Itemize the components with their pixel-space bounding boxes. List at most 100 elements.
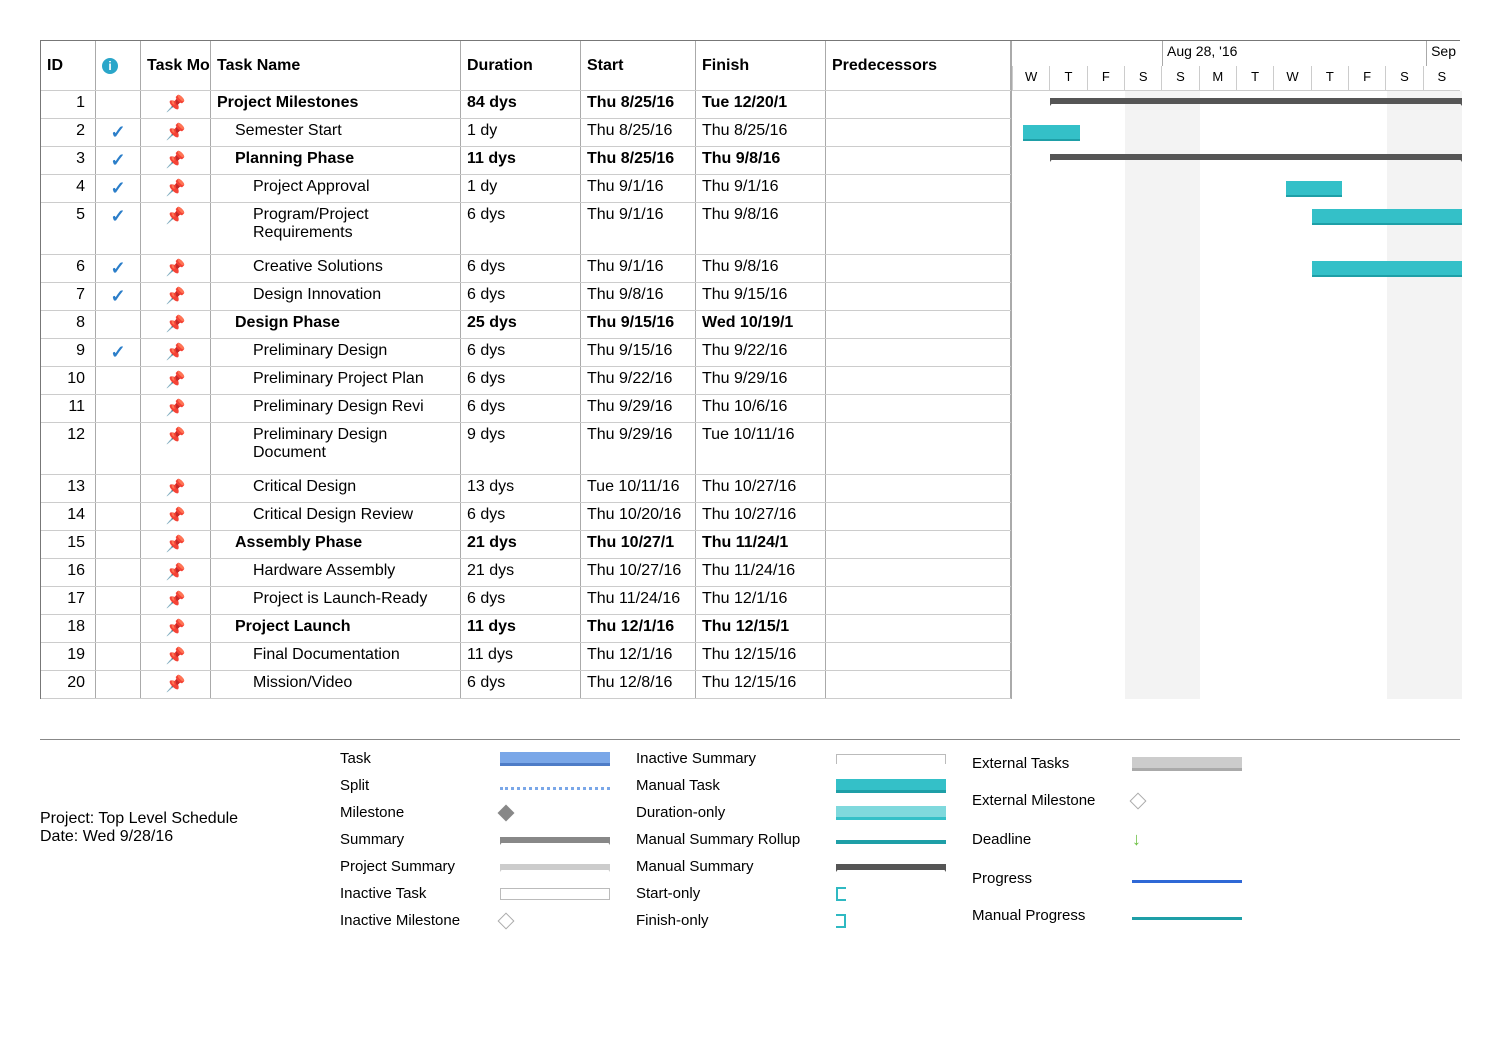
table-row[interactable]: 3✓📌Planning Phase11 dysThu 8/25/16Thu 9/… xyxy=(41,147,1011,175)
cell-task-name[interactable]: Project is Launch-Ready xyxy=(211,587,461,614)
cell-duration[interactable]: 6 dys xyxy=(461,671,581,698)
cell-predecessors[interactable] xyxy=(826,255,1011,282)
cell-finish[interactable]: Thu 9/8/16 xyxy=(696,147,826,174)
table-row[interactable]: 10📌Preliminary Project Plan6 dysThu 9/22… xyxy=(41,367,1011,395)
col-indicator[interactable]: i xyxy=(96,41,141,90)
cell-duration[interactable]: 6 dys xyxy=(461,503,581,530)
table-row[interactable]: 19📌Final Documentation11 dysThu 12/1/16T… xyxy=(41,643,1011,671)
cell-duration[interactable]: 6 dys xyxy=(461,203,581,254)
cell-finish[interactable]: Thu 11/24/1 xyxy=(696,531,826,558)
cell-start[interactable]: Thu 9/8/16 xyxy=(581,283,696,310)
cell-start[interactable]: Thu 8/25/16 xyxy=(581,119,696,146)
cell-task-name[interactable]: Creative Solutions xyxy=(211,255,461,282)
cell-finish[interactable]: Tue 12/20/1 xyxy=(696,91,826,118)
cell-finish[interactable]: Thu 9/22/16 xyxy=(696,339,826,366)
cell-predecessors[interactable] xyxy=(826,503,1011,530)
table-row[interactable]: 18📌Project Launch11 dysThu 12/1/16Thu 12… xyxy=(41,615,1011,643)
cell-start[interactable]: Thu 9/29/16 xyxy=(581,395,696,422)
cell-start[interactable]: Thu 9/1/16 xyxy=(581,255,696,282)
cell-duration[interactable]: 11 dys xyxy=(461,615,581,642)
cell-task-name[interactable]: Preliminary Project Plan xyxy=(211,367,461,394)
col-duration[interactable]: Duration xyxy=(461,41,581,90)
cell-start[interactable]: Thu 9/1/16 xyxy=(581,175,696,202)
table-row[interactable]: 16📌Hardware Assembly21 dysThu 10/27/16Th… xyxy=(41,559,1011,587)
cell-predecessors[interactable] xyxy=(826,175,1011,202)
cell-predecessors[interactable] xyxy=(826,531,1011,558)
cell-task-name[interactable]: Critical Design xyxy=(211,475,461,502)
cell-start[interactable]: Thu 10/27/16 xyxy=(581,559,696,586)
cell-start[interactable]: Thu 9/29/16 xyxy=(581,423,696,474)
gantt-task-bar[interactable] xyxy=(1312,261,1462,277)
cell-predecessors[interactable] xyxy=(826,311,1011,338)
cell-start[interactable]: Thu 11/24/16 xyxy=(581,587,696,614)
col-predecessors[interactable]: Predecessors xyxy=(826,41,1011,90)
cell-duration[interactable]: 21 dys xyxy=(461,559,581,586)
cell-duration[interactable]: 6 dys xyxy=(461,395,581,422)
cell-finish[interactable]: Thu 9/15/16 xyxy=(696,283,826,310)
cell-predecessors[interactable] xyxy=(826,559,1011,586)
cell-finish[interactable]: Thu 9/8/16 xyxy=(696,203,826,254)
cell-duration[interactable]: 84 dys xyxy=(461,91,581,118)
cell-predecessors[interactable] xyxy=(826,423,1011,474)
cell-task-name[interactable]: Hardware Assembly xyxy=(211,559,461,586)
cell-predecessors[interactable] xyxy=(826,91,1011,118)
col-task-name[interactable]: Task Name xyxy=(211,41,461,90)
cell-duration[interactable]: 11 dys xyxy=(461,147,581,174)
cell-finish[interactable]: Thu 12/15/16 xyxy=(696,671,826,698)
cell-predecessors[interactable] xyxy=(826,339,1011,366)
cell-duration[interactable]: 11 dys xyxy=(461,643,581,670)
cell-task-name[interactable]: Planning Phase xyxy=(211,147,461,174)
cell-predecessors[interactable] xyxy=(826,587,1011,614)
cell-finish[interactable]: Thu 9/8/16 xyxy=(696,255,826,282)
cell-finish[interactable]: Thu 9/1/16 xyxy=(696,175,826,202)
cell-task-name[interactable]: Critical Design Review xyxy=(211,503,461,530)
cell-duration[interactable]: 25 dys xyxy=(461,311,581,338)
col-start[interactable]: Start xyxy=(581,41,696,90)
cell-start[interactable]: Thu 10/20/16 xyxy=(581,503,696,530)
cell-predecessors[interactable] xyxy=(826,147,1011,174)
cell-task-name[interactable]: Design Phase xyxy=(211,311,461,338)
gantt-summary-bar[interactable] xyxy=(1050,98,1463,104)
cell-task-name[interactable]: Preliminary Design Revi xyxy=(211,395,461,422)
cell-start[interactable]: Thu 9/22/16 xyxy=(581,367,696,394)
cell-start[interactable]: Thu 12/1/16 xyxy=(581,643,696,670)
cell-predecessors[interactable] xyxy=(826,671,1011,698)
table-row[interactable]: 8📌Design Phase25 dysThu 9/15/16Wed 10/19… xyxy=(41,311,1011,339)
cell-finish[interactable]: Thu 12/1/16 xyxy=(696,587,826,614)
cell-predecessors[interactable] xyxy=(826,643,1011,670)
cell-finish[interactable]: Thu 11/24/16 xyxy=(696,559,826,586)
cell-task-name[interactable]: Project Milestones xyxy=(211,91,461,118)
cell-start[interactable]: Thu 12/8/16 xyxy=(581,671,696,698)
table-row[interactable]: 6✓📌Creative Solutions6 dysThu 9/1/16Thu … xyxy=(41,255,1011,283)
cell-start[interactable]: Tue 10/11/16 xyxy=(581,475,696,502)
table-row[interactable]: 9✓📌Preliminary Design6 dysThu 9/15/16Thu… xyxy=(41,339,1011,367)
cell-start[interactable]: Thu 9/15/16 xyxy=(581,311,696,338)
cell-finish[interactable]: Thu 10/27/16 xyxy=(696,503,826,530)
cell-start[interactable]: Thu 10/27/1 xyxy=(581,531,696,558)
cell-finish[interactable]: Thu 10/27/16 xyxy=(696,475,826,502)
cell-task-name[interactable]: Mission/Video xyxy=(211,671,461,698)
gantt-task-bar[interactable] xyxy=(1312,209,1462,225)
gantt-task-bar[interactable] xyxy=(1286,181,1342,197)
cell-duration[interactable]: 1 dy xyxy=(461,119,581,146)
cell-duration[interactable]: 6 dys xyxy=(461,283,581,310)
table-row[interactable]: 7✓📌Design Innovation6 dysThu 9/8/16Thu 9… xyxy=(41,283,1011,311)
cell-finish[interactable]: Tue 10/11/16 xyxy=(696,423,826,474)
cell-duration[interactable]: 6 dys xyxy=(461,367,581,394)
cell-task-name[interactable]: Program/Project Requirements xyxy=(211,203,461,254)
col-id[interactable]: ID xyxy=(41,41,96,90)
cell-task-name[interactable]: Design Innovation xyxy=(211,283,461,310)
col-task-mode[interactable]: Task Mode xyxy=(141,41,211,90)
cell-finish[interactable]: Thu 12/15/1 xyxy=(696,615,826,642)
table-row[interactable]: 11📌Preliminary Design Revi6 dysThu 9/29/… xyxy=(41,395,1011,423)
cell-finish[interactable]: Thu 10/6/16 xyxy=(696,395,826,422)
table-row[interactable]: 20📌Mission/Video6 dysThu 12/8/16Thu 12/1… xyxy=(41,671,1011,699)
table-row[interactable]: 4✓📌Project Approval1 dyThu 9/1/16Thu 9/1… xyxy=(41,175,1011,203)
cell-predecessors[interactable] xyxy=(826,283,1011,310)
table-row[interactable]: 15📌Assembly Phase21 dysThu 10/27/1Thu 11… xyxy=(41,531,1011,559)
cell-start[interactable]: Thu 9/1/16 xyxy=(581,203,696,254)
table-row[interactable]: 14📌Critical Design Review6 dysThu 10/20/… xyxy=(41,503,1011,531)
table-row[interactable]: 17📌Project is Launch-Ready6 dysThu 11/24… xyxy=(41,587,1011,615)
table-row[interactable]: 1📌Project Milestones84 dysThu 8/25/16Tue… xyxy=(41,91,1011,119)
cell-duration[interactable]: 6 dys xyxy=(461,587,581,614)
